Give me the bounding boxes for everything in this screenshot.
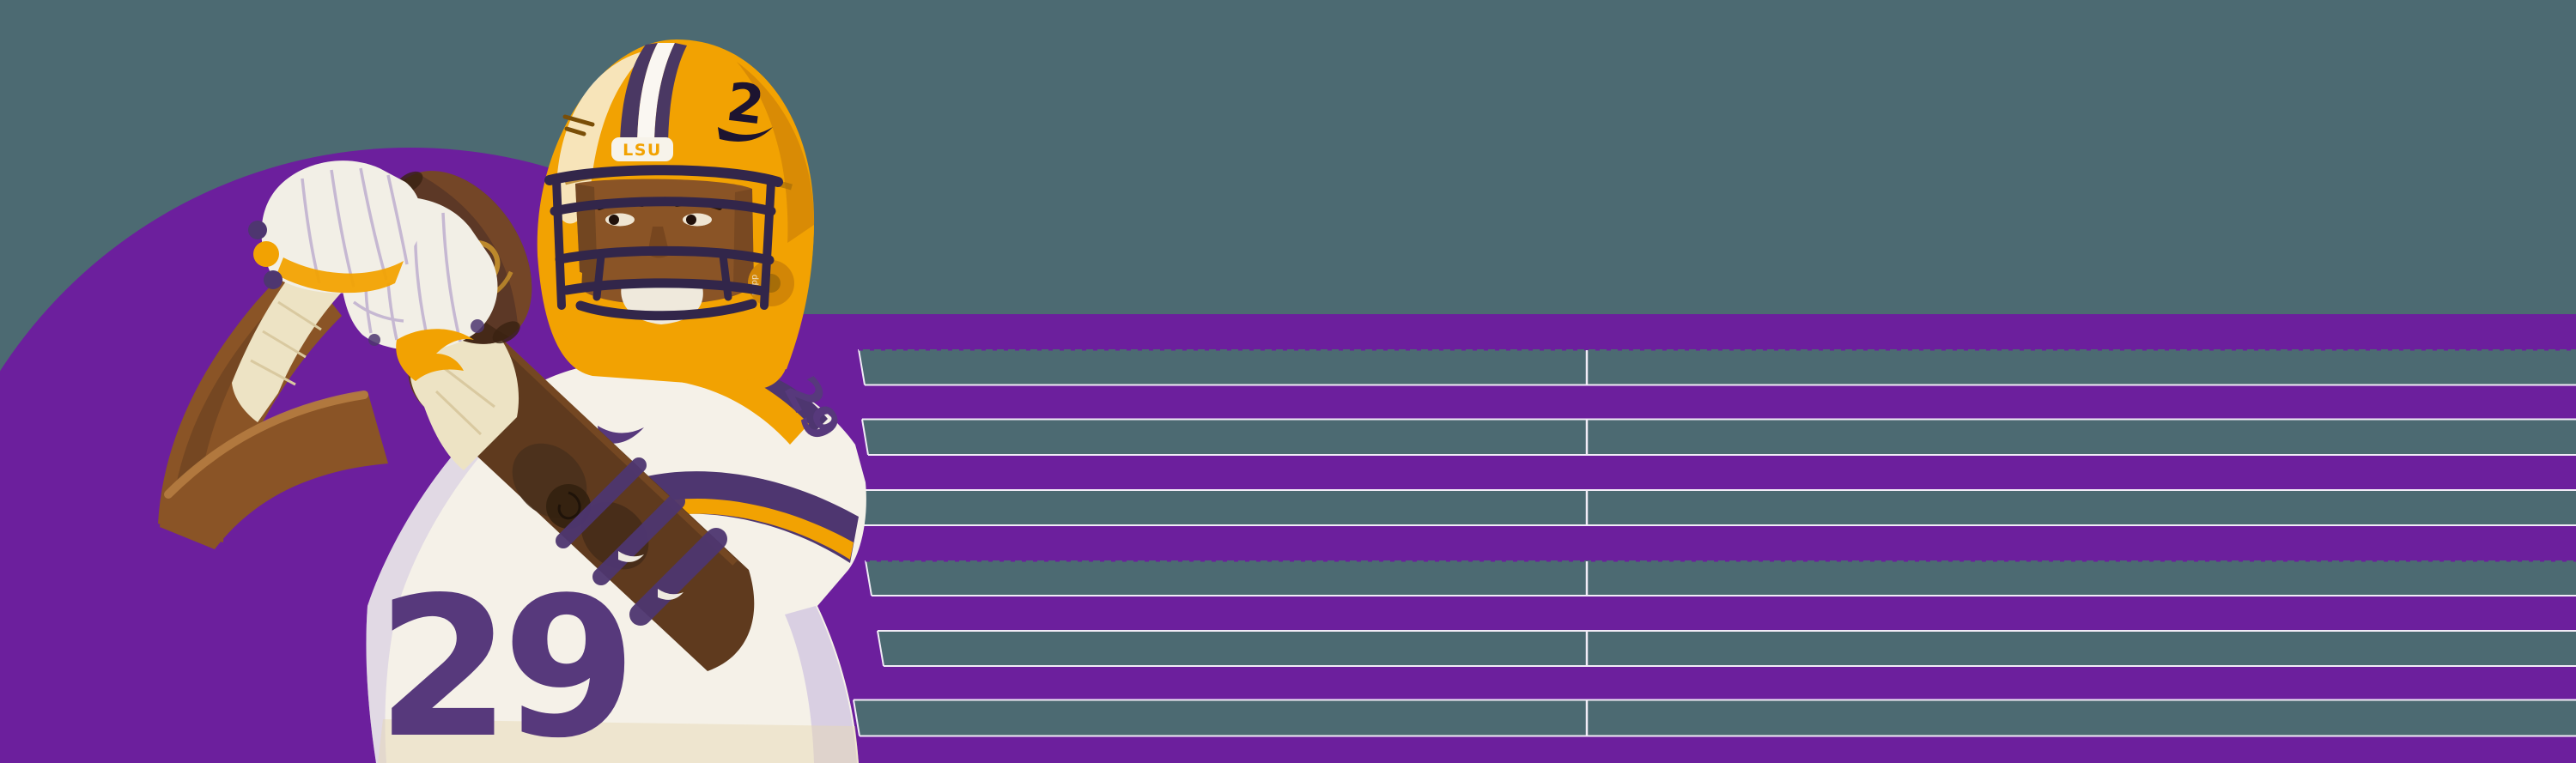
- stripe-pattern: [756, 314, 2576, 763]
- raised-bicep: [160, 391, 388, 549]
- wrap-creases: [434, 366, 495, 436]
- pupil: [609, 215, 619, 225]
- stripe-gap-edge: [861, 419, 869, 456]
- crossing-arm: [408, 319, 755, 671]
- stripe-gap-edge: [858, 348, 866, 385]
- stripe-gap: [859, 349, 2576, 385]
- rose-tattoo-swirl: [557, 491, 581, 520]
- helmet: LSU oll ddell 2: [537, 39, 815, 390]
- stripe-gap: [878, 631, 2576, 666]
- nike-swoosh-icon: [598, 426, 644, 444]
- stripe-gap-edge: [877, 630, 884, 667]
- pupil: [686, 215, 696, 225]
- stripe-gap: [854, 699, 2576, 736]
- stripe-gap: [866, 560, 2576, 596]
- jersey-shade-right: [785, 606, 857, 763]
- right-glove: [248, 160, 422, 294]
- glove-gold-knuckles: [276, 257, 404, 294]
- stripe-gap-edge: [865, 560, 872, 596]
- stripe-gap-edge: [853, 699, 860, 736]
- helmet-swoosh-decal: [718, 127, 773, 142]
- strap-swoosh-icon: [618, 551, 644, 562]
- wrap-creases: [250, 300, 322, 386]
- face-shadow-right: [733, 189, 754, 287]
- jersey-warm-bottom: [378, 719, 859, 763]
- stripe-bar-block: [756, 314, 2576, 763]
- chest-number: 29: [376, 556, 628, 763]
- ball-light-side: [416, 171, 532, 329]
- elbow-straps: [556, 457, 727, 626]
- glove-purple-accent: [368, 334, 380, 346]
- helmet-stripe-purple-right: [654, 43, 687, 149]
- raised-wrist-wrap: [232, 256, 345, 422]
- ball-tip: [492, 321, 520, 344]
- glove-purple-accent: [471, 319, 484, 333]
- helmet-side-number: 2: [723, 70, 768, 137]
- facemask: [544, 165, 783, 321]
- helmet-stripe-purple-left: [620, 43, 658, 149]
- strap-swoosh-icon: [658, 589, 683, 600]
- glove-gold-splash: [396, 329, 474, 381]
- stripe-gap: [852, 490, 2576, 525]
- raised-arm: [158, 256, 388, 549]
- glove-cuff-gold: [253, 241, 279, 267]
- helmet-vents: [562, 114, 595, 136]
- player-illustration: 29 LSU SEC 29: [158, 39, 866, 763]
- jersey-shade-left: [366, 427, 493, 763]
- forearm-highlight: [489, 330, 738, 566]
- stripe-gap: [862, 419, 2576, 455]
- helmet-bumper-text: LSU: [623, 141, 662, 160]
- helmet-stripe-white: [637, 43, 675, 149]
- helmet-bumper: [611, 137, 673, 161]
- glove-cuff-purple: [248, 221, 267, 239]
- glove-cuff-purple: [264, 270, 283, 289]
- bicep-highlight: [164, 391, 368, 499]
